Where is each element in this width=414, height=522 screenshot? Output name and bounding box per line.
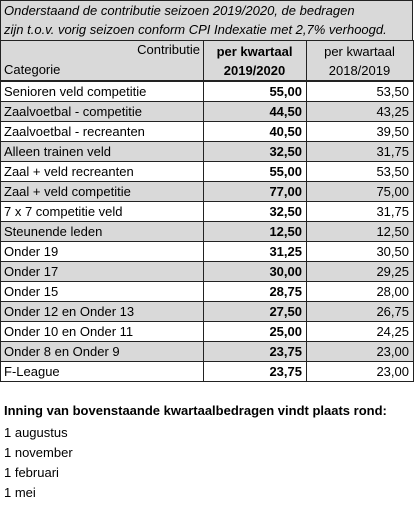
amount-current: 30,00 — [269, 264, 302, 279]
amount-current: 27,50 — [269, 304, 302, 319]
category: Onder 17 — [4, 264, 59, 279]
footer-heading: Inning van bovenstaande kwartaalbedragen… — [4, 403, 387, 418]
amount-current: 23,75 — [269, 344, 302, 359]
amount-current: 55,00 — [269, 164, 302, 179]
amount-current: 32,50 — [269, 204, 302, 219]
amount-previous: 75,00 — [376, 184, 409, 199]
amount-current: 55,00 — [269, 84, 302, 99]
date: 1 mei — [4, 485, 36, 500]
category: Zaalvoetbal - recreanten — [4, 124, 145, 139]
date: 1 augustus — [4, 425, 68, 440]
caption-line: Onderstaand de contributie seizoen 2019/… — [4, 3, 355, 18]
amount-current: 28,75 — [269, 284, 302, 299]
amount-previous: 39,50 — [376, 124, 409, 139]
amount-current: 32,50 — [269, 144, 302, 159]
category: Onder 12 en Onder 13 — [4, 304, 135, 319]
amount-previous: 43,25 — [376, 104, 409, 119]
header-cell — [203, 40, 307, 81]
header-label: 2018/2019 — [328, 63, 391, 78]
category: Onder 15 — [4, 284, 59, 299]
amount-current: 44,50 — [269, 104, 302, 119]
amount-previous: 31,75 — [376, 144, 409, 159]
category: Onder 19 — [4, 244, 59, 259]
amount-previous: 23,00 — [376, 344, 409, 359]
amount-previous: 30,50 — [376, 244, 409, 259]
category: Onder 10 en Onder 11 — [4, 324, 134, 339]
category: Alleen trainen veld — [4, 144, 111, 159]
header-label: per kwartaal — [216, 44, 293, 59]
category: Zaalvoetbal - competitie — [4, 104, 143, 119]
amount-previous: 53,50 — [376, 84, 409, 99]
amount-current: 31,25 — [269, 244, 302, 259]
amount-previous: 24,25 — [376, 324, 409, 339]
category: Onder 8 en Onder 9 — [4, 344, 120, 359]
caption-line: zijn t.o.v. vorig seizoen conform CPI In… — [4, 22, 387, 37]
category: F-League — [4, 364, 60, 379]
category: Senioren veld competitie — [4, 84, 147, 99]
amount-current: 23,75 — [269, 364, 302, 379]
amount-previous: 12,50 — [376, 224, 409, 239]
amount-current: 25,00 — [269, 324, 302, 339]
amount-current: 12,50 — [269, 224, 302, 239]
amount-previous: 53,50 — [376, 164, 409, 179]
header-label: Categorie — [4, 62, 61, 77]
header-label: 2019/2020 — [223, 63, 286, 78]
amount-previous: 26,75 — [376, 304, 409, 319]
amount-previous: 29,25 — [376, 264, 409, 279]
date: 1 februari — [4, 465, 59, 480]
amount-current: 40,50 — [269, 124, 302, 139]
category: 7 x 7 competitie veld — [4, 204, 123, 219]
amount-previous: 31,75 — [376, 204, 409, 219]
header-label: Contributie — [137, 42, 200, 57]
category: Zaal + veld recreanten — [4, 164, 134, 179]
amount-previous: 28,00 — [376, 284, 409, 299]
header-cell — [306, 40, 414, 81]
date: 1 november — [4, 445, 73, 460]
amount-current: 77,00 — [269, 184, 302, 199]
header-label: per kwartaal — [324, 44, 395, 59]
amount-previous: 23,00 — [376, 364, 409, 379]
category: Zaal + veld competitie — [4, 184, 131, 199]
category: Steunende leden — [4, 224, 103, 239]
caption-box — [0, 0, 413, 41]
